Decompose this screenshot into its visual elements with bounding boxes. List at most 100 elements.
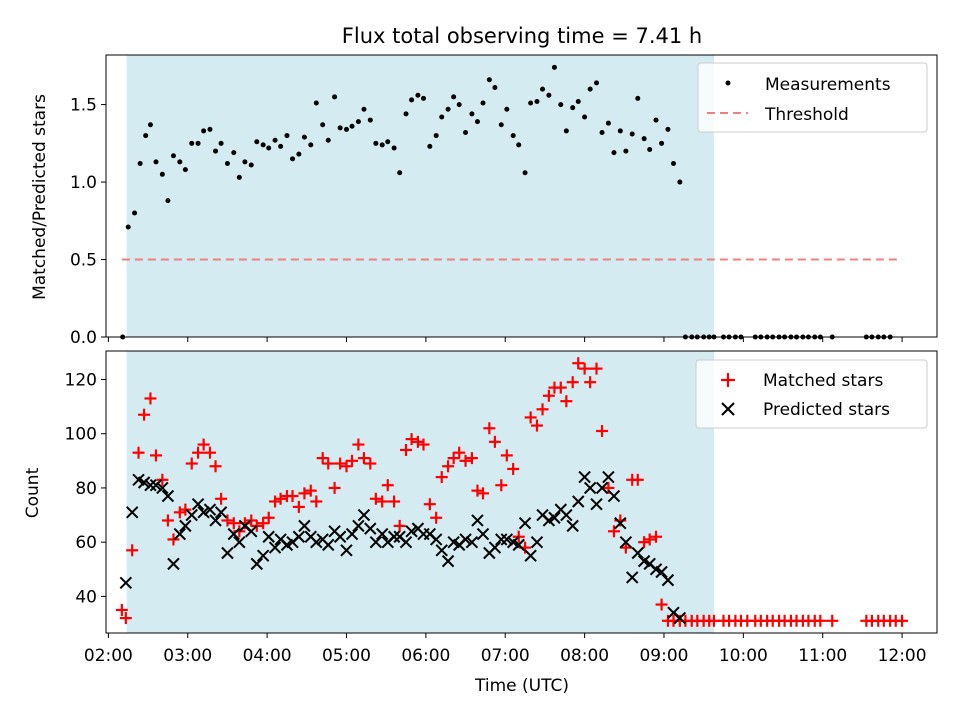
x-tick-label: 03:00 — [163, 646, 212, 666]
predicted-star-point — [631, 546, 644, 560]
measurement-point — [558, 102, 564, 108]
predicted-star-point — [471, 514, 484, 527]
matched-star-point — [405, 433, 418, 446]
measurement-point — [647, 147, 653, 153]
matched-star-point — [298, 487, 311, 500]
predicted-star-point — [322, 538, 335, 552]
matched-star-point — [417, 438, 430, 451]
matched-star-point — [435, 471, 448, 484]
measurement-point — [563, 128, 569, 134]
matched-star-point — [500, 449, 513, 462]
measurement-point — [403, 111, 409, 117]
measurement-point — [189, 140, 195, 146]
x-tick-label: 08:00 — [560, 646, 609, 666]
predicted-star-point — [429, 533, 443, 546]
matched-star-point — [530, 419, 543, 432]
matched-star-point — [292, 500, 305, 513]
measurement-point — [308, 142, 314, 148]
y-tick-label: 100 — [65, 425, 97, 445]
measurement-point — [469, 111, 475, 117]
legend-measurements-marker — [725, 80, 731, 86]
measurement-point — [659, 140, 665, 146]
matched-star-point — [227, 517, 240, 530]
matched-star-point — [826, 614, 839, 627]
predicted-star-point — [233, 535, 246, 549]
measurement-point — [498, 122, 504, 128]
predicted-star-point — [495, 533, 508, 546]
measurement-point — [343, 126, 349, 132]
measurement-point — [582, 114, 588, 120]
x-tick-label: 06:00 — [401, 646, 450, 666]
matched-star-point — [400, 443, 413, 456]
measurement-point — [599, 129, 605, 135]
measurement-point — [587, 86, 593, 92]
matched-star-point — [173, 506, 186, 519]
predicted-star-point — [227, 527, 240, 541]
measurement-point — [137, 160, 143, 166]
measurement-point — [391, 145, 397, 151]
predicted-star-point — [340, 544, 353, 557]
matched-star-point — [119, 612, 132, 625]
measurement-point — [433, 133, 439, 139]
predicted-star-point — [364, 522, 377, 535]
measurement-point — [320, 122, 326, 128]
measurement-point — [170, 153, 176, 159]
predicted-star-point — [459, 533, 472, 546]
measurement-point — [313, 100, 319, 106]
measurement-point — [665, 126, 671, 132]
matched-star-point — [572, 357, 585, 370]
measurement-point — [266, 145, 272, 151]
predicted-star-point — [512, 538, 525, 552]
y-tick-label: 1.0 — [70, 173, 97, 193]
predicted-star-point — [548, 511, 561, 524]
y-tick-label: 40 — [75, 587, 97, 607]
matched-star-point — [488, 435, 501, 448]
measurement-point — [534, 98, 540, 104]
predicted-star-point — [560, 508, 573, 522]
predicted-star-point — [156, 481, 169, 495]
x-axis-label: Time (UTC) — [474, 676, 569, 696]
measurement-point — [492, 85, 498, 91]
measurement-point — [415, 92, 421, 98]
matched-star-point — [430, 511, 443, 524]
measurement-point — [153, 159, 159, 165]
matched-star-point — [631, 473, 644, 486]
top-x-ticks — [107, 337, 903, 342]
predicted-star-point — [583, 481, 597, 495]
predicted-star-point — [245, 525, 258, 538]
matched-star-point — [381, 479, 394, 492]
y-tick-label: 0.0 — [70, 328, 97, 348]
matched-star-point — [161, 514, 174, 527]
matched-star-point — [423, 498, 436, 511]
predicted-star-point — [595, 481, 609, 495]
predicted-star-point — [518, 516, 532, 530]
legend-threshold-label: Threshold — [764, 105, 849, 125]
measurement-point — [409, 97, 415, 103]
matched-star-point — [442, 460, 455, 473]
matched-star-point — [138, 408, 151, 421]
top-observing-window — [126, 55, 714, 337]
measurement-point — [504, 106, 510, 112]
measurement-point — [463, 129, 469, 135]
matched-star-point — [328, 481, 341, 494]
predicted-star-point — [345, 527, 359, 541]
predicted-star-point — [173, 527, 187, 541]
matched-star-point — [364, 457, 377, 470]
predicted-star-point — [214, 506, 228, 519]
matched-star-point — [132, 446, 145, 459]
bottom-legend-box — [695, 359, 928, 429]
bottom-y-axis-label: Count — [23, 467, 43, 518]
matched-star-point — [566, 376, 579, 389]
measurement-point — [385, 139, 391, 145]
measurement-point — [677, 179, 683, 185]
matched-star-point — [524, 411, 537, 424]
measurement-point — [653, 117, 659, 123]
predicted-star-point — [626, 571, 639, 584]
matched-star-point — [167, 533, 180, 546]
predicted-star-point — [203, 503, 217, 516]
y-tick-label: 1.5 — [70, 96, 97, 116]
predicted-star-point — [209, 514, 222, 527]
predicted-star-point — [572, 495, 585, 508]
matched-star-point — [483, 422, 496, 435]
matched-star-point — [126, 544, 139, 557]
